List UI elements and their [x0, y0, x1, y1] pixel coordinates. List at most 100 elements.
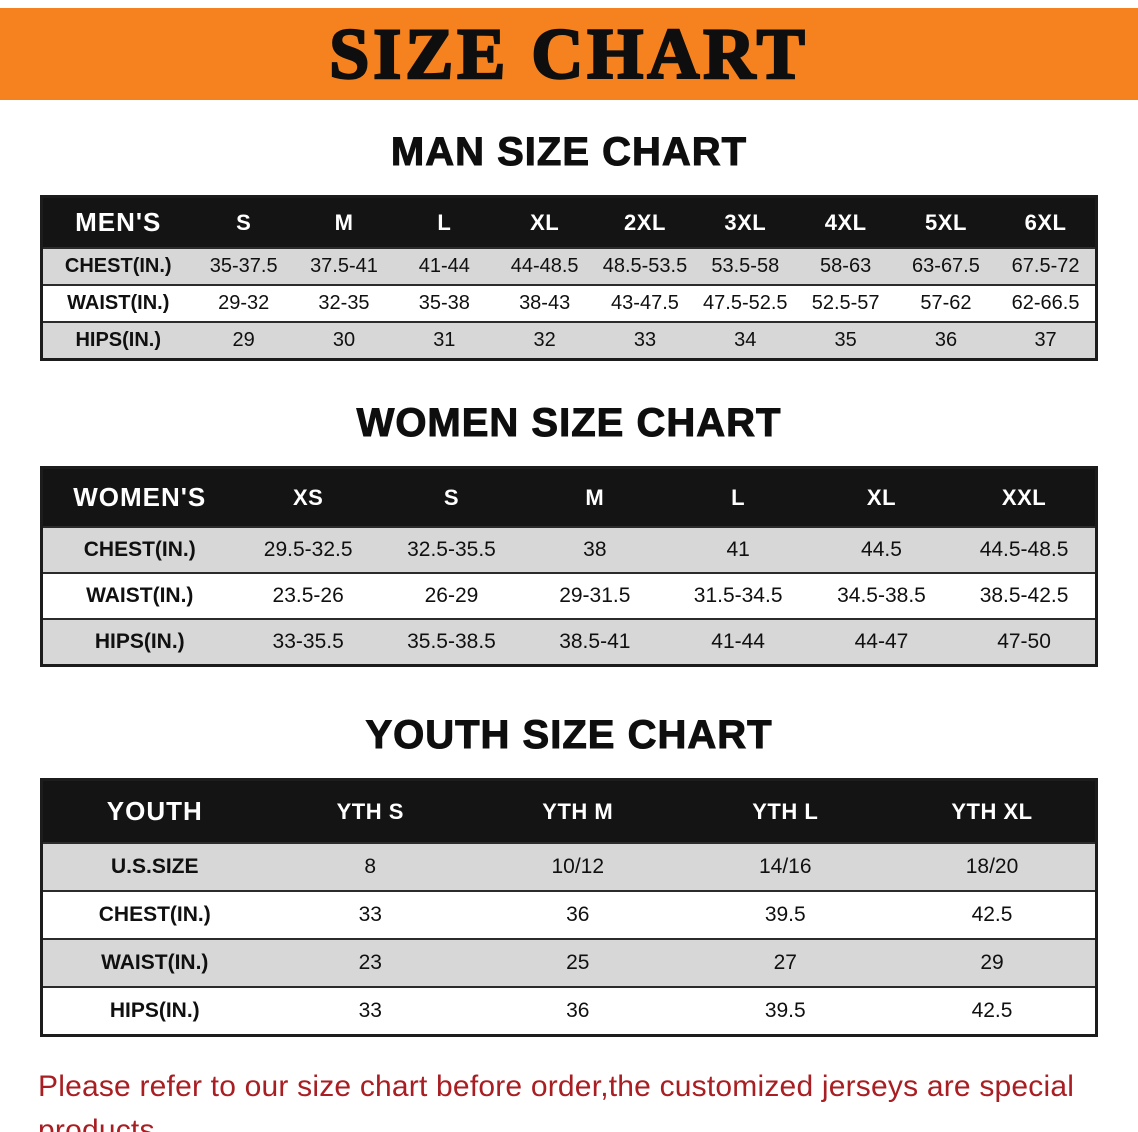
size-value: 36	[566, 999, 590, 1022]
women-size-header: L	[666, 467, 810, 527]
youth-size-header: YTH S	[266, 779, 474, 843]
size-value: 53.5-58	[711, 255, 780, 277]
women-table-label: WOMEN'S	[41, 467, 237, 527]
size-value: 34.5-38.5	[837, 584, 926, 607]
size-value: 44-47	[854, 630, 909, 653]
size-value: 47-50	[997, 630, 1051, 653]
order-disclaimer: Please refer to our size chart before or…	[38, 1065, 1100, 1132]
size-value: 23.5-26	[272, 584, 344, 607]
row-label: WAIST(IN.)	[67, 292, 170, 314]
size-value: 36	[566, 903, 590, 926]
youth-chart-heading: YOUTH SIZE CHART	[365, 713, 773, 758]
size-value: 30	[332, 329, 356, 351]
row-label: CHEST(IN.)	[64, 255, 172, 277]
size-value: 33	[358, 903, 382, 926]
size-value: 48.5-53.5	[602, 255, 688, 277]
size-value: 44.5	[861, 538, 902, 561]
men-size-header: 2XL	[594, 196, 696, 248]
size-value: 32	[533, 329, 556, 351]
size-value: 14/16	[758, 855, 812, 878]
row-label: WAIST(IN.)	[86, 584, 194, 607]
size-value: 38-43	[519, 292, 571, 314]
men-table-label: MEN'S	[41, 196, 194, 248]
size-value: 41-44	[418, 255, 470, 277]
size-value: 35-37.5	[209, 255, 278, 277]
size-value: 44.5-48.5	[979, 538, 1069, 561]
size-value: 29-32	[218, 292, 270, 314]
size-value: 35-38	[418, 292, 470, 314]
size-value: 37.5-41	[310, 255, 378, 277]
table-row: HIPS(IN.) 29 30 31 32 33 34 35 36 37	[41, 322, 1097, 360]
size-value: 47.5-52.5	[703, 292, 788, 314]
men-size-header: S	[193, 196, 294, 248]
size-value: 32-35	[318, 292, 370, 314]
size-value: 44-48.5	[510, 255, 579, 277]
women-chart-heading: WOMEN SIZE CHART	[356, 401, 782, 446]
disclaimer-line-1: Please refer to our size chart before or…	[38, 1070, 1075, 1132]
size-value: 38.5-41	[559, 630, 631, 653]
row-label: HIPS(IN.)	[75, 329, 162, 351]
row-label: CHEST(IN.)	[98, 903, 211, 926]
size-value: 33	[633, 329, 657, 351]
table-row: WAIST(IN.) 29-32 32-35 35-38 38-43 43-47.5 47.…	[41, 285, 1097, 322]
size-value: 29.5-32.5	[263, 538, 353, 561]
men-size-header: 6XL	[996, 196, 1097, 248]
size-value: 29	[980, 951, 1004, 974]
size-value: 8	[364, 855, 377, 878]
row-label: HIPS(IN.)	[109, 999, 200, 1022]
size-value: 32.5-35.5	[407, 538, 496, 561]
youth-size-header: YTH M	[474, 779, 682, 843]
row-label: U.S.SIZE	[110, 855, 199, 878]
size-value: 33	[358, 999, 382, 1022]
youth-size-header: YTH XL	[889, 779, 1097, 843]
size-value: 33-35.5	[272, 630, 344, 653]
size-value: 39.5	[764, 903, 806, 926]
men-size-header: M	[293, 196, 395, 248]
size-value: 38	[583, 538, 607, 561]
row-label: WAIST(IN.)	[101, 951, 209, 974]
men-header-row: MEN'S S M L XL 2XL 3XL 4XL 5XL 6XL	[41, 196, 1097, 248]
table-row: CHEST(IN.) 35-37.5 37.5-41 41-44 44-48.5 48.5…	[41, 248, 1097, 285]
size-value: 26-29	[424, 584, 479, 607]
women-size-header: XXL	[953, 467, 1097, 527]
women-size-header: XL	[809, 467, 954, 527]
size-value: 34	[734, 329, 757, 351]
size-value: 31	[433, 329, 456, 351]
size-value: 25	[566, 951, 590, 974]
youth-size-header: YTH L	[681, 779, 889, 843]
row-label: HIPS(IN.)	[94, 630, 185, 653]
table-row: U.S.SIZE 8 10/12 14/16 18/20	[41, 843, 1097, 891]
size-value: 35.5-38.5	[407, 630, 496, 653]
men-size-header: XL	[494, 196, 595, 248]
men-size-header: L	[394, 196, 495, 248]
size-value: 67.5-72	[1011, 255, 1080, 277]
women-size-header: M	[523, 467, 667, 527]
table-row: HIPS(IN.) 33-35.5 35.5-38.5 38.5-41 41-44 44-…	[41, 619, 1097, 666]
table-row: WAIST(IN.) 23 25 27 29	[41, 939, 1097, 987]
men-size-header: 3XL	[695, 196, 796, 248]
size-value: 39.5	[764, 999, 806, 1022]
table-row: WAIST(IN.) 23.5-26 26-29 29-31.5 31.5-34.5 34…	[41, 573, 1097, 619]
table-row: CHEST(IN.) 33 36 39.5 42.5	[41, 891, 1097, 939]
size-value: 31.5-34.5	[693, 584, 783, 607]
size-value: 42.5	[971, 999, 1013, 1022]
men-chart-heading: MAN SIZE CHART	[390, 130, 748, 175]
women-size-header: XS	[236, 467, 380, 527]
size-value: 18/20	[965, 855, 1019, 878]
women-size-header: S	[379, 467, 524, 527]
size-chart-banner: SIZE CHART	[0, 8, 1138, 100]
youth-header-row: YOUTH YTH S YTH M YTH L YTH XL	[41, 779, 1097, 843]
row-label: CHEST(IN.)	[83, 538, 196, 561]
size-value: 43-47.5	[611, 292, 679, 314]
size-value: 52.5-57	[811, 292, 880, 314]
size-value: 41-44	[711, 630, 765, 653]
size-value: 41	[726, 538, 750, 561]
size-value: 38.5-42.5	[979, 584, 1069, 607]
size-value: 62-66.5	[1011, 292, 1080, 314]
size-value: 42.5	[971, 903, 1013, 926]
size-value: 23	[358, 951, 382, 974]
size-value: 57-62	[920, 292, 972, 314]
table-row: CHEST(IN.) 29.5-32.5 32.5-35.5 38 41 44.5 44.5…	[41, 527, 1097, 573]
youth-table-label: YOUTH	[41, 779, 267, 843]
